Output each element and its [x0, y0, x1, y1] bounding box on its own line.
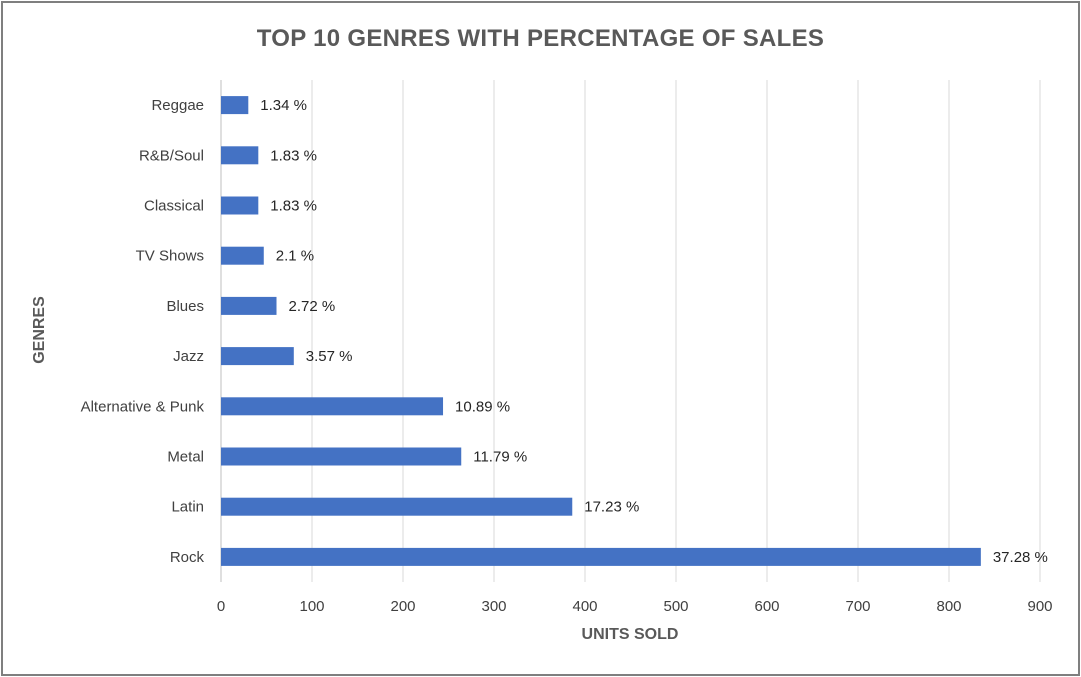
- category-label: Blues: [166, 298, 204, 315]
- data-label: 1.83 %: [270, 147, 317, 164]
- bar-reggae: [221, 96, 249, 115]
- x-tick-label: 300: [481, 598, 506, 615]
- category-label: R&B/Soul: [139, 147, 204, 164]
- bar-jazz: [221, 347, 294, 366]
- category-label: Classical: [144, 198, 204, 215]
- x-tick-label: 100: [299, 598, 324, 615]
- x-tick-label: 600: [754, 598, 779, 615]
- data-labels: 1.34 % 1.83 % 1.83 % 2.1 % 2.72 % 3.57 % 10.89…: [260, 97, 1048, 566]
- bar-metal: [221, 447, 462, 466]
- data-label: 2.72 %: [289, 298, 336, 315]
- category-label: Reggae: [151, 97, 204, 114]
- category-label: Alternative & Punk: [81, 398, 205, 415]
- category-label: Latin: [171, 499, 204, 516]
- category-labels: Reggae R&B/Soul Classical TV Shows Blues Jazz…: [81, 97, 205, 566]
- x-tick-label: 500: [663, 598, 688, 615]
- data-label: 1.83 %: [270, 198, 317, 215]
- x-tick-label: 800: [936, 598, 961, 615]
- bar-alternative-punk: [221, 397, 444, 416]
- data-label: 2.1 %: [276, 248, 314, 265]
- category-label: Jazz: [173, 348, 204, 365]
- x-axis-title: UNITS SOLD: [581, 626, 679, 643]
- bar-tv-shows: [221, 246, 264, 265]
- x-tick-label: 0: [217, 598, 225, 615]
- data-label: 11.79 %: [473, 449, 527, 466]
- x-tick-label: 400: [572, 598, 597, 615]
- data-label: 37.28 %: [993, 549, 1048, 566]
- bars: [221, 96, 981, 566]
- category-label: TV Shows: [136, 248, 204, 265]
- bar-blues: [221, 296, 277, 315]
- bar-rock: [221, 547, 981, 566]
- data-label: 1.34 %: [260, 97, 307, 114]
- data-label: 17.23 %: [584, 499, 639, 516]
- x-tick-labels: 0 100 200 300 400 500 600 700 800 900: [217, 598, 1053, 615]
- data-label: 3.57 %: [306, 348, 353, 365]
- category-label: Rock: [170, 549, 205, 566]
- bar-r-b-soul: [221, 146, 259, 165]
- category-label: Metal: [167, 449, 204, 466]
- chart-title: TOP 10 GENRES WITH PERCENTAGE OF SALES: [256, 25, 825, 52]
- x-tick-label: 200: [390, 598, 415, 615]
- x-tick-label: 900: [1027, 598, 1052, 615]
- data-label: 10.89 %: [455, 398, 510, 415]
- x-tick-label: 700: [845, 598, 870, 615]
- bar-classical: [221, 196, 259, 215]
- bar-latin: [221, 497, 573, 516]
